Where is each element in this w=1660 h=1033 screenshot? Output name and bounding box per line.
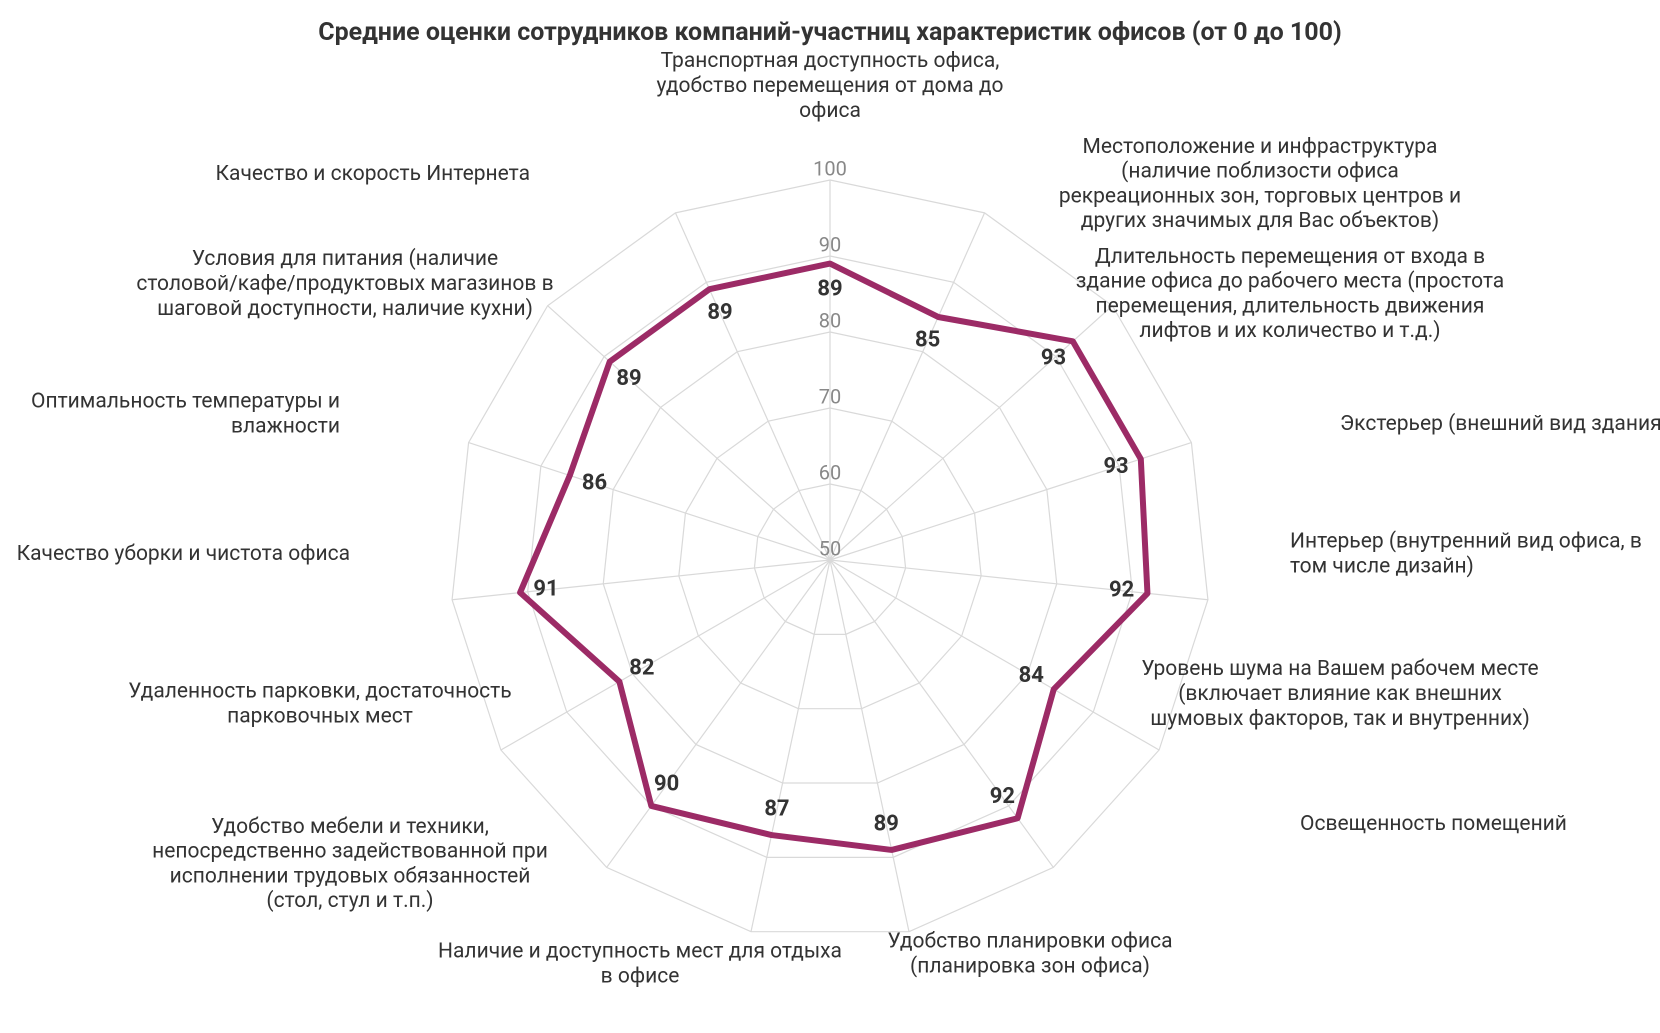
value-label: 92 xyxy=(990,784,1015,809)
value-label: 90 xyxy=(654,772,679,797)
spoke xyxy=(830,560,909,932)
tick-label: 50 xyxy=(819,536,841,560)
axis-label: Уровень шума на Вашем рабочем месте(вклю… xyxy=(1141,657,1538,731)
chart-title: Средние оценки сотрудников компаний-учас… xyxy=(0,18,1660,47)
value-label: 89 xyxy=(874,811,899,836)
tick-label: 60 xyxy=(819,460,841,484)
axis-label: Интерьер (внутренний вид офиса, втом чис… xyxy=(1290,530,1642,579)
spoke xyxy=(675,213,830,560)
axis-label: Условия для питания (наличиестоловой/каф… xyxy=(136,247,553,321)
spoke xyxy=(830,560,1053,867)
axis-label: Наличие и доступность мест для отдыхав о… xyxy=(438,940,842,989)
value-label: 92 xyxy=(1109,577,1134,602)
spoke xyxy=(548,306,830,560)
spoke xyxy=(830,443,1191,560)
value-label: 93 xyxy=(1041,346,1066,371)
axis-label: Удобство планировки офиса(планировка зон… xyxy=(887,930,1172,979)
axis-label: Местоположение и инфраструктура(наличие … xyxy=(1059,135,1461,233)
axis-label: Удаленность парковки, достаточностьпарко… xyxy=(128,680,511,729)
value-label: 91 xyxy=(533,577,558,602)
value-label: 89 xyxy=(616,366,641,391)
value-label: 82 xyxy=(629,655,654,680)
value-label: 89 xyxy=(817,276,842,301)
axis-label: Длительность перемещения от входа вздани… xyxy=(1076,245,1504,343)
axis-label: Качество уборки и чистота офиса xyxy=(17,542,350,566)
spoke xyxy=(830,213,985,560)
value-label: 86 xyxy=(582,470,607,495)
value-label: 84 xyxy=(1019,663,1045,688)
value-label: 87 xyxy=(764,796,789,821)
spoke xyxy=(452,560,830,600)
axis-label: Удобство мебели и техники,непосредственн… xyxy=(152,815,548,913)
value-label: 89 xyxy=(707,300,732,325)
spoke xyxy=(830,560,1208,600)
tick-label: 100 xyxy=(813,156,847,180)
axis-label: Оптимальность температуры ивлажности xyxy=(31,390,340,439)
value-label: 93 xyxy=(1103,454,1128,479)
spoke xyxy=(751,560,830,932)
axis-label: Экстерьер (внешний вид здания) xyxy=(1340,412,1660,436)
axis-label: Качество и скорость Интернета xyxy=(216,162,530,186)
spoke xyxy=(469,443,830,560)
axis-label: Освещенность помещений xyxy=(1300,812,1567,836)
spoke xyxy=(830,306,1112,560)
tick-label: 80 xyxy=(819,308,841,332)
tick-label: 70 xyxy=(819,384,841,408)
value-label: 85 xyxy=(915,328,940,353)
tick-label: 90 xyxy=(819,232,841,256)
axis-label: Транспортная доступность офиса,удобство … xyxy=(657,49,1004,123)
radar-chart: 50 60 70 80 90 100 89 85 93 93 92 84 92 89 87 90 82 91 86 8… xyxy=(0,0,1660,1033)
